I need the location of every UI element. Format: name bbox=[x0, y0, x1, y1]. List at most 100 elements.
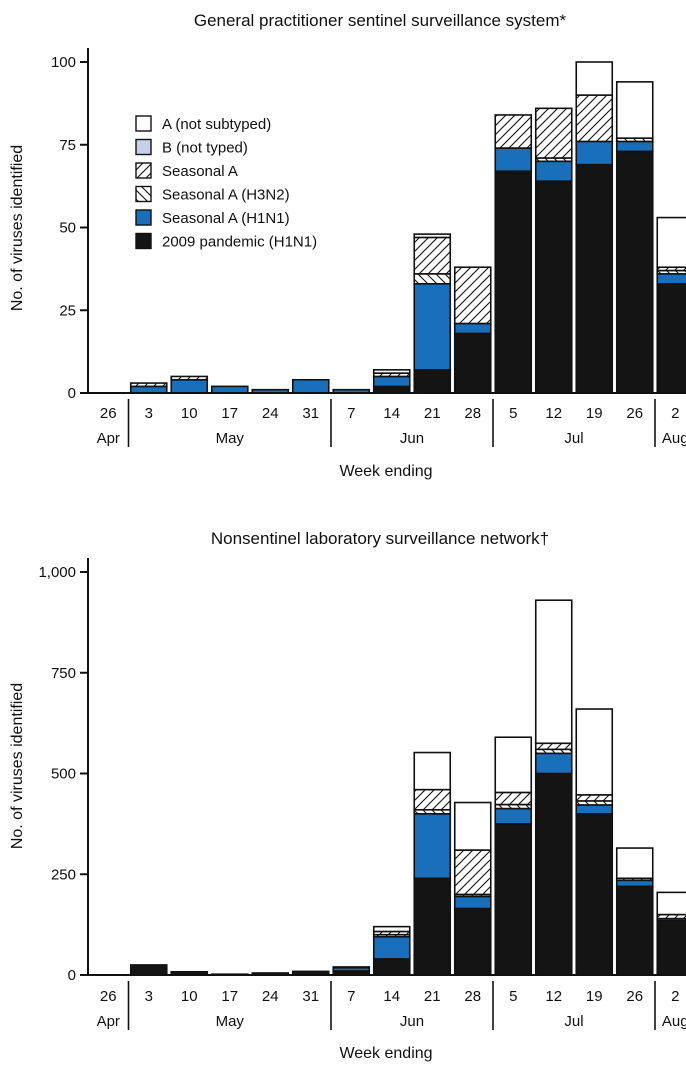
bar-segment-seasonal-a-hatch bbox=[534, 742, 573, 751]
bar-segment-seasonal-a-h1n1 bbox=[372, 935, 411, 960]
bar-segment-seasonal-a-h1n1 bbox=[291, 378, 330, 394]
month-label: Jul bbox=[564, 1013, 583, 1030]
month-label: Apr bbox=[97, 430, 120, 447]
bar-segment-seasonal-a-h1n1 bbox=[656, 273, 686, 285]
bar-segment-pandemic-h1n1 bbox=[656, 919, 686, 976]
x-tick-label: 24 bbox=[262, 405, 279, 422]
bar-segment-seasonal-a-h1n1 bbox=[534, 160, 573, 182]
x-tick-label: 2 bbox=[671, 988, 679, 1005]
x-tick-label: 5 bbox=[509, 988, 517, 1005]
bar-segment-pandemic-h1n1 bbox=[575, 163, 614, 394]
legend-label: Seasonal A bbox=[162, 163, 238, 180]
legend-swatch bbox=[135, 162, 152, 179]
x-tick-label: 2 bbox=[671, 405, 679, 422]
bar-segment-pandemic-h1n1 bbox=[453, 907, 492, 976]
x-tick-label: 3 bbox=[145, 405, 153, 422]
y-axis-label: No. of viruses identified bbox=[9, 683, 26, 849]
month-label: Jul bbox=[564, 430, 583, 447]
bar-segment-seasonal-a-h1n1 bbox=[534, 752, 573, 775]
bar-segment-pandemic-h1n1 bbox=[129, 964, 168, 976]
y-tick-label: 75 bbox=[59, 137, 76, 154]
x-tick-label: 10 bbox=[181, 405, 198, 422]
x-tick-label: 17 bbox=[221, 405, 238, 422]
x-tick-label: 12 bbox=[545, 405, 562, 422]
y-tick-label: 1,000 bbox=[38, 564, 76, 581]
bar-segment-pandemic-h1n1 bbox=[372, 958, 411, 976]
legend-label: 2009 pandemic (H1N1) bbox=[162, 234, 317, 251]
bar-segment-pandemic-h1n1 bbox=[656, 282, 686, 394]
y-tick-label: 100 bbox=[51, 54, 76, 71]
x-tick-label: 26 bbox=[100, 405, 117, 422]
bar-segment-pandemic-h1n1 bbox=[494, 823, 533, 976]
x-tick-label: 12 bbox=[545, 988, 562, 1005]
x-tick-label: 19 bbox=[586, 405, 603, 422]
x-tick-label: 31 bbox=[302, 405, 319, 422]
legend-swatch bbox=[135, 138, 152, 156]
bar-segment-seasonal-a-h1n1 bbox=[494, 147, 533, 173]
x-tick-label: 3 bbox=[145, 988, 153, 1005]
bar-segment-a-not-subtyped bbox=[534, 599, 573, 745]
x-tick-label: 26 bbox=[100, 988, 117, 1005]
sentinel-chart: General practitioner sentinel surveillan… bbox=[9, 11, 686, 480]
x-tick-label: 7 bbox=[347, 405, 355, 422]
bar-segment-seasonal-a-hatch bbox=[129, 382, 168, 388]
legend-swatch bbox=[135, 209, 152, 226]
x-tick-label: 26 bbox=[626, 405, 643, 422]
bar-segment-a-not-subtyped bbox=[413, 233, 452, 239]
y-tick-label: 0 bbox=[68, 967, 76, 984]
bar-segment-seasonal-a-hatch bbox=[453, 849, 492, 896]
x-axis-label: Week ending bbox=[339, 463, 432, 480]
y-tick-label: 50 bbox=[59, 220, 76, 237]
x-tick-label: 19 bbox=[586, 988, 603, 1005]
bar-segment-seasonal-a-hatch bbox=[575, 794, 614, 802]
x-tick-label: 28 bbox=[464, 988, 481, 1005]
x-axis-label: Week ending bbox=[339, 1045, 432, 1062]
y-axis-label: No. of viruses identified bbox=[9, 145, 26, 311]
x-tick-label: 14 bbox=[383, 405, 400, 422]
bar-segment-a-not-subtyped bbox=[656, 216, 686, 269]
legend-label: Seasonal A (H1N1) bbox=[162, 210, 290, 227]
bar-segment-a-not-subtyped bbox=[453, 801, 492, 851]
month-label: Apr bbox=[97, 1013, 120, 1030]
month-label: Jun bbox=[400, 1013, 424, 1030]
y-tick-label: 250 bbox=[51, 866, 76, 883]
x-tick-label: 14 bbox=[383, 988, 400, 1005]
bar-segment-seasonal-a-h1n1 bbox=[575, 804, 614, 815]
legend-swatch bbox=[135, 232, 152, 250]
bar-segment-seasonal-a-hatch bbox=[494, 114, 533, 149]
bar-segment-a-not-subtyped bbox=[372, 369, 411, 374]
bar-segment-a-not-subtyped bbox=[494, 736, 533, 794]
month-label: Aug bbox=[662, 1013, 686, 1030]
bar-segment-seasonal-a-h1n1 bbox=[615, 140, 654, 153]
legend-swatch bbox=[135, 185, 152, 203]
y-tick-label: 25 bbox=[59, 302, 76, 319]
bar-segment-seasonal-a-h1n1 bbox=[575, 140, 614, 166]
bar-segment-a-not-subtyped bbox=[575, 61, 614, 96]
month-label: Jun bbox=[400, 430, 424, 447]
bar-segment-seasonal-a-hatch bbox=[413, 236, 452, 275]
month-label: May bbox=[216, 1013, 245, 1030]
bar-segment-pandemic-h1n1 bbox=[453, 332, 492, 394]
x-tick-label: 26 bbox=[626, 988, 643, 1005]
bar-segment-seasonal-a-hatch bbox=[494, 791, 533, 806]
chart-title: General practitioner sentinel surveillan… bbox=[194, 11, 567, 30]
bar-segment-a-not-subtyped bbox=[615, 847, 654, 880]
bar-segment-seasonal-a-h1n1 bbox=[413, 812, 452, 880]
x-tick-label: 21 bbox=[424, 988, 441, 1005]
bar-segment-seasonal-a-h1n1 bbox=[494, 807, 533, 825]
legend: A (not subtyped) B (not typed) Seasonal A S… bbox=[135, 115, 317, 251]
y-tick-label: 0 bbox=[68, 385, 76, 402]
bar-segment-pandemic-h1n1 bbox=[615, 150, 654, 394]
bar-segment-seasonal-a-h1n1 bbox=[453, 895, 492, 910]
bar-segment-seasonal-a-h1n1 bbox=[615, 879, 654, 888]
x-tick-label: 31 bbox=[302, 988, 319, 1005]
chart-title: Nonsentinel laboratory surveillance netw… bbox=[211, 529, 549, 548]
month-label: Aug bbox=[662, 430, 686, 447]
bar-segment-a-not-subtyped bbox=[615, 81, 654, 139]
bar-segment-a-not-subtyped bbox=[332, 966, 371, 969]
bar-segment-seasonal-a-h1n1 bbox=[170, 378, 209, 394]
bar-segment-a-not-subtyped bbox=[372, 925, 411, 933]
bar-segment-seasonal-a-hatch bbox=[534, 107, 573, 159]
bar-segment-pandemic-h1n1 bbox=[534, 180, 573, 394]
